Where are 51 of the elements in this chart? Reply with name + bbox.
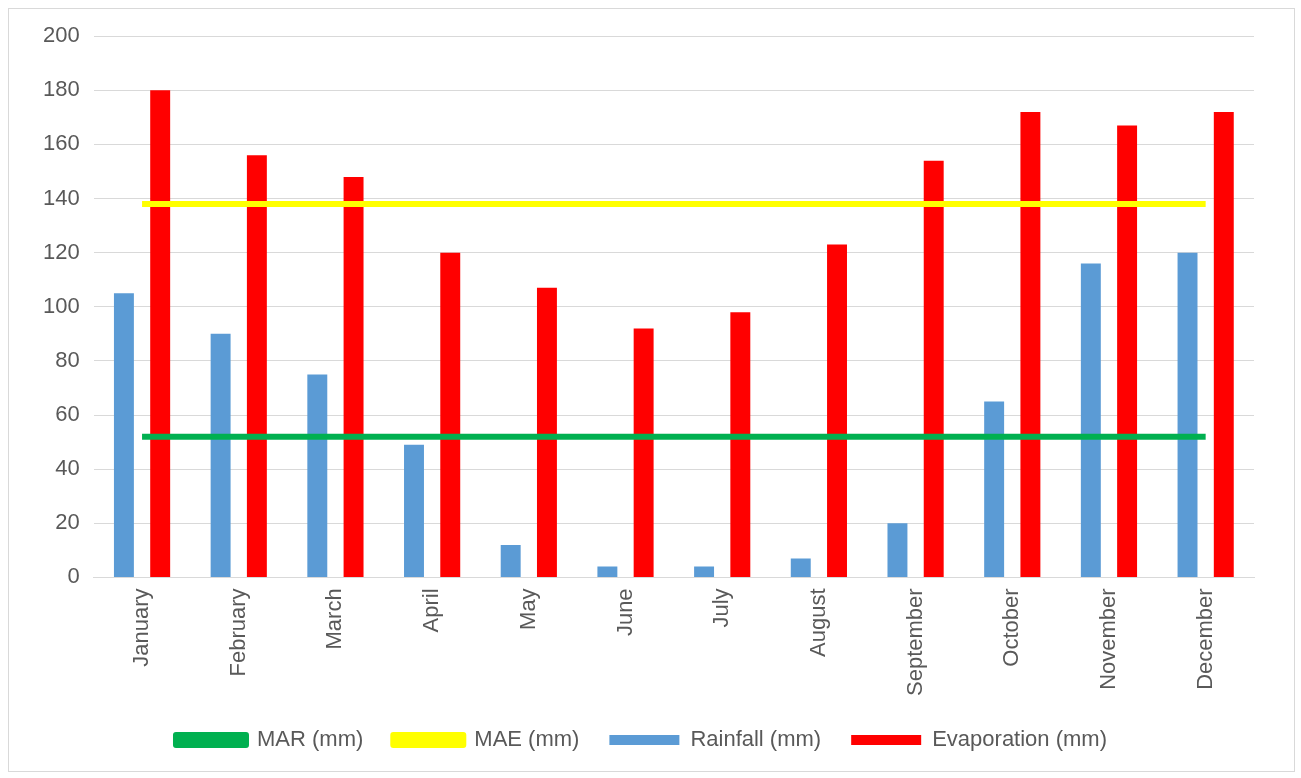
y-tick-label: 140: [42, 184, 80, 210]
bar: [307, 374, 328, 577]
x-tick-label: November: [1095, 588, 1121, 690]
bar: [633, 328, 654, 577]
bar: [440, 252, 461, 577]
bar: [694, 566, 715, 577]
bar: [210, 333, 231, 577]
y-tick-label: 20: [55, 509, 80, 535]
y-tick-label: 200: [42, 22, 80, 48]
y-tick-label: 100: [42, 292, 80, 318]
y-tick-label: 160: [42, 130, 80, 156]
legend-label: Evaporation (mm): [932, 726, 1108, 752]
bar: [923, 160, 944, 577]
bar: [1020, 111, 1041, 577]
bar: [1213, 111, 1234, 577]
x-tick-label: June: [611, 588, 637, 637]
bar: [150, 90, 171, 577]
x-tick-label: March: [321, 588, 347, 650]
x-tick-label: May: [514, 588, 540, 630]
y-tick-label: 120: [42, 238, 80, 264]
x-tick-label: December: [1191, 588, 1217, 690]
x-tick-label: February: [224, 588, 250, 677]
bar: [597, 566, 618, 577]
legend-label: MAE (mm): [474, 726, 580, 752]
bar: [1080, 263, 1101, 577]
x-tick-label: August: [804, 588, 830, 657]
y-tick-label: 60: [55, 401, 80, 427]
bar: [113, 293, 134, 577]
bar: [536, 287, 557, 577]
y-tick-label: 80: [55, 346, 80, 372]
bar: [790, 558, 811, 577]
x-tick-label: April: [418, 588, 444, 633]
x-tick-label: October: [998, 588, 1024, 667]
y-tick-label: 0: [67, 563, 80, 589]
bar: [730, 312, 751, 577]
bar: [404, 444, 424, 577]
y-tick-label: 180: [42, 76, 80, 102]
bar: [984, 401, 1005, 577]
bar: [1177, 252, 1198, 577]
x-tick-label: January: [128, 588, 154, 667]
x-tick-label: July: [708, 588, 734, 628]
bar: [343, 176, 364, 577]
bar: [1117, 125, 1138, 577]
legend-label: Rainfall (mm): [690, 726, 822, 752]
bar: [246, 155, 267, 577]
legend-label: MAR (mm): [256, 726, 364, 752]
bar: [887, 523, 908, 577]
bar: [827, 244, 847, 577]
y-tick-label: 40: [55, 455, 80, 481]
x-tick-label: September: [901, 588, 927, 697]
bar: [500, 544, 521, 577]
